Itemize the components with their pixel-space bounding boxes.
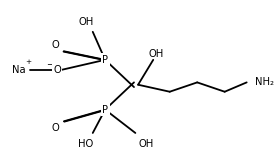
Text: NH₂: NH₂ <box>255 77 274 87</box>
Text: OH: OH <box>78 17 93 27</box>
Text: HO: HO <box>78 139 93 149</box>
Text: O: O <box>53 65 61 75</box>
Text: O: O <box>52 122 59 133</box>
Text: Na: Na <box>12 65 25 75</box>
Text: +: + <box>25 59 31 65</box>
Text: −: − <box>47 59 54 68</box>
Text: P: P <box>102 55 108 65</box>
Text: OH: OH <box>148 49 163 59</box>
Text: P: P <box>102 105 108 115</box>
Text: OH: OH <box>139 139 154 149</box>
Text: O: O <box>52 40 59 50</box>
